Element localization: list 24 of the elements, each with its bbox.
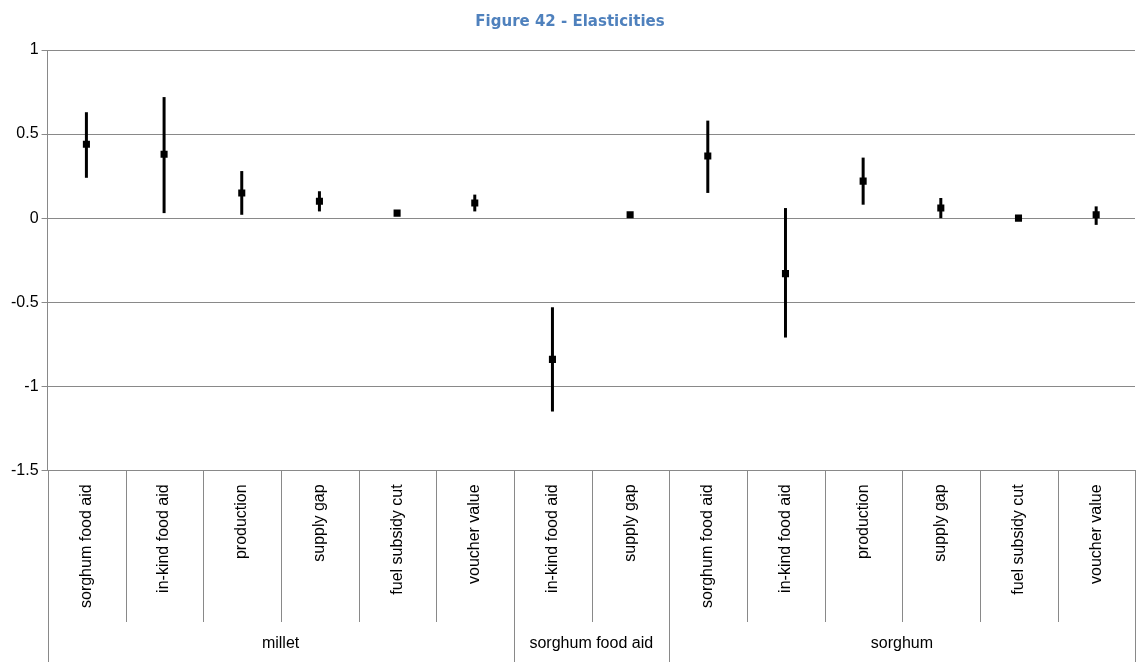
y-tick-label: 0.5 — [16, 124, 39, 142]
x-tick-label: in-kind food aid — [775, 484, 793, 593]
chart-title: Figure 42 - Elasticities — [474, 12, 666, 30]
text: sorghum — [870, 634, 934, 652]
y-tick-label: -1 — [24, 376, 39, 394]
y-tick-label: 0 — [29, 208, 39, 226]
x-tick-label: fuel subsidy cut — [387, 483, 405, 595]
text: sorghum food aid — [529, 634, 654, 652]
x-tick-label: supply gap — [931, 484, 949, 562]
text: millet — [261, 634, 300, 652]
x-tick-label: voucher value — [465, 484, 483, 584]
x-tick-label: fuel subsidy cut — [1008, 483, 1026, 595]
y-tick-label: 1 — [29, 40, 39, 58]
y-tick-label: -0.5 — [10, 292, 39, 310]
x-tick-label: in-kind food aid — [154, 484, 172, 593]
x-tick-label: sorghum food aid — [698, 484, 716, 609]
x-tick-label: supply gap — [309, 484, 327, 562]
x-tick-label: production — [232, 484, 250, 560]
x-tick-label: production — [853, 484, 871, 560]
x-tick-label: sorghum food aid — [76, 484, 94, 609]
y-tick-label: -1.5 — [10, 460, 39, 478]
x-tick-label: in-kind food aid — [542, 484, 560, 593]
x-tick-label: voucher value — [1086, 484, 1104, 584]
x-tick-label: supply gap — [620, 484, 638, 562]
